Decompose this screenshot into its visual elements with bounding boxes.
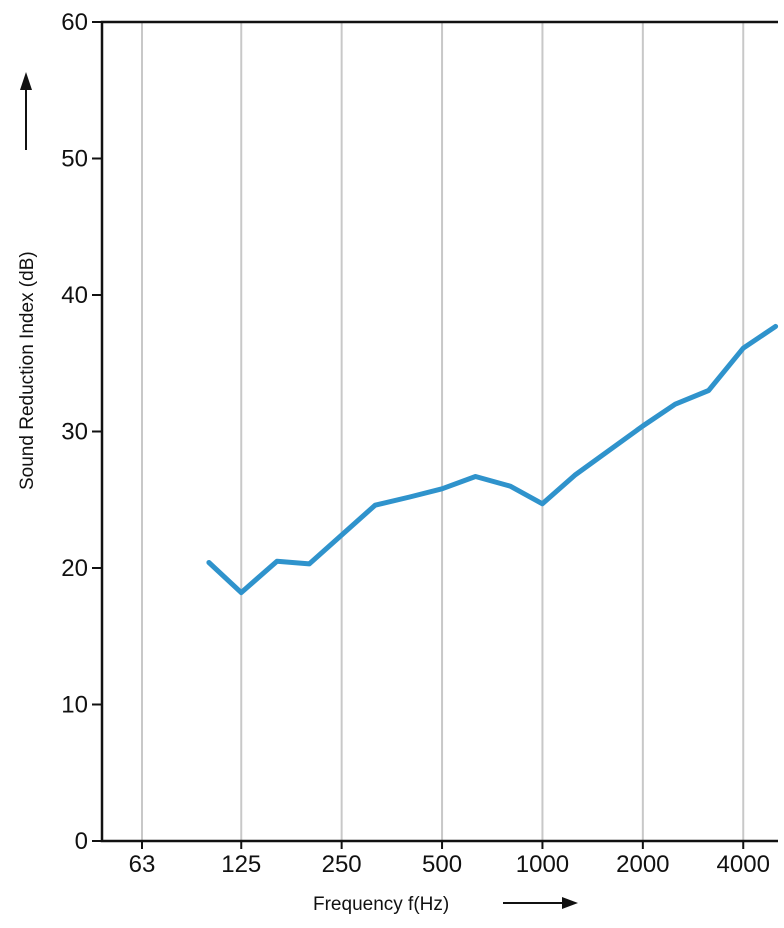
y-tick-label-30: 30 bbox=[61, 419, 88, 446]
y-tick-label-50: 50 bbox=[61, 146, 88, 173]
y-axis-label: Sound Reduction Index (dB) bbox=[17, 251, 38, 490]
y-tick-label-0: 0 bbox=[75, 828, 88, 855]
x-tick-label-1000: 1000 bbox=[516, 851, 569, 878]
series-line-0 bbox=[209, 326, 776, 592]
y-ticks: 0 10 20 30 40 50 60 bbox=[61, 9, 102, 855]
y-tick-label-20: 20 bbox=[61, 555, 88, 582]
x-axis-arrowhead bbox=[562, 897, 578, 909]
series-layer bbox=[209, 326, 776, 592]
x-tick-label-2000: 2000 bbox=[616, 851, 669, 878]
x-tick-label-500: 500 bbox=[422, 851, 462, 878]
y-tick-label-40: 40 bbox=[61, 282, 88, 309]
x-tick-label-125: 125 bbox=[221, 851, 261, 878]
gridlines bbox=[142, 22, 743, 841]
plot-frame bbox=[102, 22, 778, 841]
x-tick-label-63: 63 bbox=[129, 851, 156, 878]
y-axis-arrowhead bbox=[20, 72, 32, 90]
y-tick-label-60: 60 bbox=[61, 9, 88, 36]
x-ticks: 63 125 250 500 1000 2000 4000 bbox=[129, 841, 770, 878]
x-tick-label-250: 250 bbox=[322, 851, 362, 878]
x-axis-label: Frequency f(Hz) bbox=[313, 894, 449, 915]
x-tick-label-4000: 4000 bbox=[717, 851, 770, 878]
y-tick-label-10: 10 bbox=[61, 692, 88, 719]
